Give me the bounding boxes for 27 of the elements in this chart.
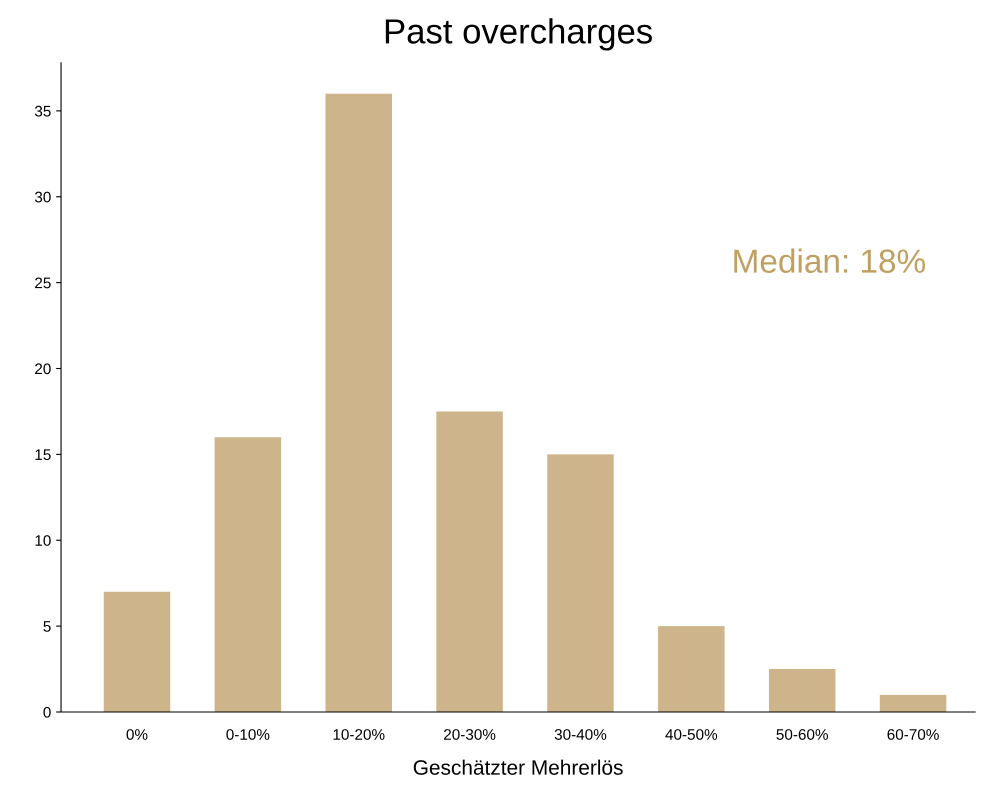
x-tick-label: 0%: [126, 729, 148, 740]
x-tick-label: 10-20%: [334, 729, 385, 740]
y-tick-label: 0: [43, 706, 51, 718]
bar: [104, 592, 170, 712]
y-tick-label: 35: [34, 106, 51, 117]
y-tick-label: 25: [35, 278, 51, 288]
y-tick-label: 20: [35, 363, 51, 374]
bar: [768, 669, 836, 712]
y-tick-label: 15: [35, 449, 51, 460]
x-tick-label: 60-70%: [888, 729, 939, 740]
bar: [547, 454, 614, 712]
x-tick-label: 30-40%: [554, 729, 606, 740]
chart-title: Past overcharges: [386, 18, 652, 51]
bar: [658, 626, 725, 712]
x-tick-label: 0-10%: [226, 729, 270, 740]
bar: [880, 694, 946, 712]
x-tick-label: 20-30%: [444, 729, 496, 740]
bar: [325, 94, 392, 712]
y-tick-label: 10: [35, 535, 51, 546]
y-tick-label: 30: [34, 192, 51, 202]
bar: [214, 437, 282, 712]
annotation: Median: 18%: [734, 248, 925, 273]
x-tick-label: 50-60%: [776, 729, 828, 740]
x-tick-label: 40-50%: [665, 729, 718, 740]
bar: [436, 411, 503, 712]
y-tick-label: 5: [43, 621, 51, 632]
x-axis-title: Geschätzter Mehrerlös: [414, 760, 623, 775]
